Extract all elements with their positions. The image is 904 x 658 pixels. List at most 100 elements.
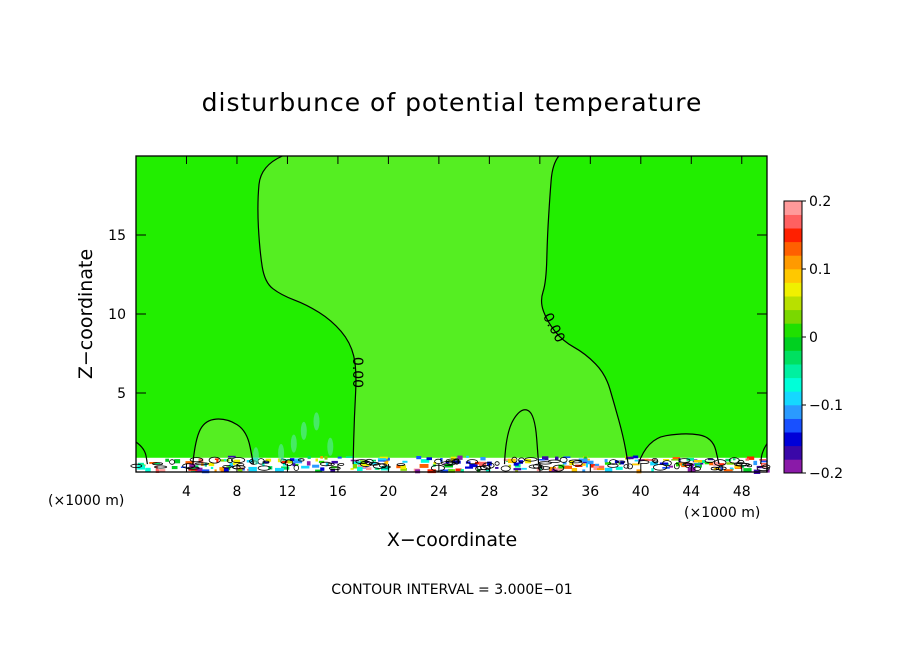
surface-contour	[552, 464, 565, 472]
surface-cell	[198, 458, 204, 463]
surface-cell	[704, 461, 712, 465]
colorbar-swatch	[784, 391, 802, 406]
surface-contour	[430, 464, 445, 472]
surface-cell	[662, 467, 670, 469]
surface-cell	[264, 460, 269, 464]
surface-cell	[315, 469, 323, 473]
colorbar-tick-label: 0.1	[809, 262, 831, 278]
surface-contour	[231, 457, 246, 464]
surface-cell	[707, 458, 714, 461]
contour-region-bump-middle	[504, 409, 539, 465]
surface-cell	[237, 468, 243, 472]
surface-cell	[416, 456, 422, 460]
surface-cell	[219, 467, 228, 471]
surface-cell	[281, 466, 290, 470]
surface-cell	[359, 460, 368, 465]
surface-cell	[185, 461, 195, 464]
surface-cell	[641, 458, 649, 461]
surface-contour	[222, 465, 232, 469]
surface-cell	[320, 456, 323, 459]
surface-contour	[653, 459, 659, 464]
surface-cell	[465, 461, 471, 464]
surface-contour	[364, 458, 374, 465]
surface-cell	[262, 462, 265, 467]
surface-cell	[301, 465, 310, 469]
colorbar-swatch	[784, 377, 802, 392]
surface-contour	[237, 463, 245, 467]
surface-cell	[594, 463, 600, 466]
surface-cell	[756, 465, 765, 469]
surface-cell	[634, 459, 641, 462]
plume	[290, 434, 297, 453]
surface-contour	[746, 464, 753, 468]
surface-contour	[372, 463, 386, 469]
contour-region-right	[541, 156, 767, 465]
surface-cell	[651, 468, 654, 472]
colorbar-swatch	[784, 418, 802, 433]
surface-cell	[384, 459, 389, 465]
surface-contour	[571, 460, 583, 467]
surface-cell	[294, 463, 299, 466]
colorbar-swatch	[784, 364, 802, 379]
colorbar-swatch	[784, 282, 802, 297]
surface-cell	[223, 467, 229, 472]
surface-cell	[709, 462, 713, 466]
surface-contour	[378, 463, 387, 468]
surface-cell	[542, 456, 549, 461]
surface-cell	[638, 459, 645, 461]
surface-cell	[237, 467, 244, 470]
surface-cell	[265, 458, 272, 462]
colorbar-swatch	[784, 255, 802, 270]
surface-contour	[559, 456, 568, 463]
surface-contour	[338, 462, 345, 466]
surface-contour	[734, 462, 747, 467]
surface-cell	[154, 462, 161, 465]
surface-cell	[604, 467, 613, 472]
surface-cell	[289, 458, 295, 461]
surface-cell	[676, 462, 680, 467]
colorbar-swatch	[784, 201, 802, 215]
surface-contour	[737, 459, 745, 465]
surface-contour	[528, 464, 542, 469]
surface-cell	[713, 468, 721, 470]
contour-region-bump-left	[192, 419, 254, 465]
surface-cell	[159, 469, 166, 472]
contour-region-bump-right	[638, 433, 719, 465]
colorbar-tick-label: 0	[809, 330, 818, 346]
surface-contour	[396, 463, 406, 467]
surface-contour	[226, 457, 233, 464]
surface-cell	[671, 459, 680, 461]
surface-contour	[298, 458, 305, 462]
surface-cell	[584, 456, 587, 460]
plume	[327, 437, 334, 456]
surface-contour	[480, 465, 491, 471]
surface-cell	[659, 462, 669, 465]
surface-cell	[214, 458, 219, 460]
surface-cell	[287, 459, 293, 464]
surface-cell	[324, 456, 328, 460]
surface-cell	[448, 469, 456, 473]
surface-cell	[582, 469, 586, 472]
surface-cell	[713, 461, 720, 466]
surface-cell	[604, 459, 608, 463]
y-tick-label: 15	[108, 228, 126, 244]
surface-cell	[515, 469, 519, 472]
x-tick-label: 8	[232, 484, 241, 500]
surface-cell	[597, 465, 605, 471]
surface-cell	[320, 467, 325, 471]
colorbar-swatch	[784, 405, 802, 419]
surface-cell	[479, 461, 487, 467]
colorbar-tick-label: −0.2	[809, 466, 843, 482]
surface-cell	[306, 461, 311, 466]
surface-cell	[318, 460, 325, 464]
y-tick-label: 5	[117, 386, 126, 402]
surface-cell	[725, 458, 732, 462]
surface-cell	[650, 461, 658, 466]
surface-cell	[350, 459, 359, 462]
surface-contour	[319, 461, 332, 467]
colorbar-swatch	[784, 296, 802, 311]
surface-contour	[194, 462, 210, 466]
surface-contour	[651, 457, 658, 463]
surface-cell	[578, 458, 588, 462]
surface-cell	[233, 459, 241, 464]
